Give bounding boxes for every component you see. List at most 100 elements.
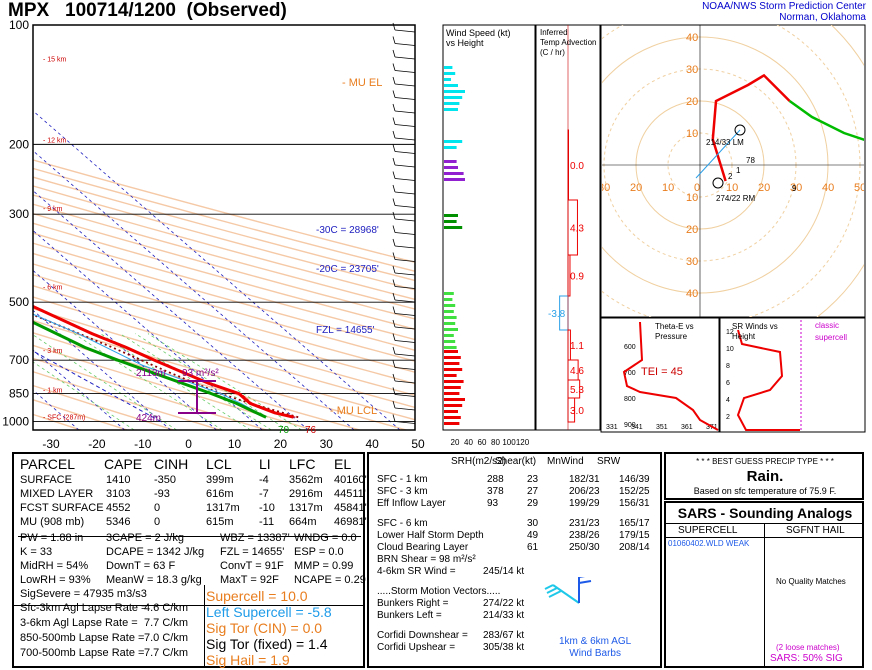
wind-speed-frame (442, 24, 536, 431)
isotherm (33, 309, 171, 430)
parcel-cell: -10 (259, 502, 275, 514)
dry-adiabat (33, 307, 415, 421)
hodograph-frame (600, 24, 866, 318)
hodo-ring-label: 40 (686, 32, 698, 44)
wind-barb (394, 191, 416, 195)
isotherm (33, 349, 126, 430)
theta-x-label: 331 (606, 424, 618, 431)
hodo-ring-label: 20 (686, 224, 698, 236)
kin-cell: 182/31 (569, 474, 600, 485)
theta-p-label: 900 (624, 422, 636, 429)
kin-cell: 49 (527, 530, 539, 541)
parcel-cell: 0 (154, 502, 161, 514)
motion-value: 214/33 kt (483, 610, 525, 621)
parcel-header: PARCEL (20, 456, 75, 472)
kin-cell: 61 (527, 542, 539, 553)
stat-cell: WBZ = 13387' (220, 532, 290, 544)
wind-speed-bar (444, 292, 454, 295)
sr46-label: 4-6km SR Wind = (377, 566, 456, 577)
advection-value: -3.8 (548, 309, 566, 320)
lapse-value: 7.7 C/km (144, 617, 189, 629)
hodo-x-label: 10 (662, 182, 674, 194)
hodo-srw-line (695, 129, 741, 179)
wind-speed-bar (444, 398, 465, 401)
composite-index: Left Supercell = -5.8 (206, 604, 332, 620)
kin-cell: 288 (487, 474, 504, 485)
wind-speed-bar (444, 334, 454, 337)
parcel-panel: PARCEL CAPE CINH LCL LI LFC EL SURFACE 1410 -350 3… (12, 452, 367, 668)
hodo-x-label: 20 (758, 182, 770, 194)
wind-speed-bar (444, 346, 457, 349)
wind-barb (394, 380, 416, 384)
dry-adiabat (33, 332, 360, 430)
theta-title: Theta-E vs Pressure (655, 322, 694, 341)
advection-bars: 0.0 4.3 0.9 -3.8 1.1 4.6 5.3 3.0 (548, 25, 584, 430)
dry-adiabat (33, 222, 415, 330)
wind-speed-bar (444, 178, 465, 181)
pressure-tick-label: 700 (9, 353, 29, 367)
sr-winds-frame (719, 317, 866, 433)
pressure-tick-label: 200 (9, 137, 29, 151)
composite-index: Sig Tor (CIN) = 0.0 (206, 620, 323, 636)
sars-noqual: No Quality Matches (776, 577, 846, 586)
kin-cell: 238/26 (569, 530, 600, 541)
wind-speed-bar (444, 316, 457, 319)
hodo-x-label: 30 (790, 182, 802, 194)
wind-barb-flag (392, 319, 396, 328)
stat-cell: WNDG = 0.0 (294, 532, 357, 544)
srw-h-label: 10 (726, 346, 734, 353)
hodo-ring-label: 10 (686, 192, 698, 204)
wind-barb (394, 272, 416, 276)
stat-cell: MidRH = 54% (20, 560, 89, 572)
wind-speed-bar (444, 404, 463, 407)
theta-e-frame (600, 317, 720, 433)
composite-index: Sig Tor (fixed) = 1.4 (206, 636, 328, 652)
temp-tick-label: -20 (88, 437, 106, 451)
theta-p-label: 800 (624, 396, 636, 403)
parcel-header: CAPE (104, 456, 143, 472)
parcel-cell: 399m (206, 474, 234, 486)
wind-barb (394, 205, 416, 208)
wind-speed-bar (444, 72, 456, 75)
hodo-point-label: 78 (746, 156, 755, 165)
wind-barb-flag (392, 144, 396, 152)
motion-label: Bunkers Right = (377, 598, 449, 609)
dry-adiabat (33, 296, 415, 409)
parcel-header: LFC (289, 456, 316, 472)
sr-winds-plot: 12 10 8 6 4 2 (726, 320, 802, 431)
sr46-value: 245/14 kt (483, 566, 525, 577)
wind-barb (394, 56, 416, 60)
hodo-point-label: 1 (736, 166, 741, 175)
dry-adiabat (33, 242, 415, 351)
parcel-cell: 45841' (334, 502, 367, 514)
org-line2: Norman, Oklahoma (779, 12, 866, 23)
parcel-cell: SURFACE (20, 474, 72, 486)
wind-axis-label: 20 (451, 438, 460, 447)
precip-header: * * * BEST GUESS PRECIP TYPE * * * (696, 457, 834, 466)
wind-barb (394, 367, 416, 370)
hodo-x-label: 50 (854, 182, 866, 194)
theta-x-label: 341 (631, 424, 643, 431)
hail-low-label: 424m (136, 413, 161, 424)
wind-barb (394, 232, 416, 235)
surface-temp-label: 76 (305, 425, 317, 436)
hodo-ring-label: 10 (686, 128, 698, 140)
barbs-label: 1km & 6km AGL Wind Barbs (559, 636, 632, 659)
wind-barb-flag (392, 346, 396, 355)
sigsevere-stat: SigSevere = 47935 m3/s3 (20, 588, 147, 600)
wind-barb-flag (392, 184, 396, 193)
hodo-x-label: 30 (598, 182, 610, 194)
wind-barb (394, 164, 416, 168)
temp-tick-label: 20 (274, 437, 288, 451)
parcel-header: LI (259, 456, 271, 472)
wind-speed-bar (444, 304, 456, 307)
skewt-frame (32, 24, 416, 431)
stat-cell: LowRH = 93% (20, 574, 91, 586)
hodo-x-label: 10 (726, 182, 738, 194)
wind-barb (394, 29, 416, 33)
kin-header: SRH(m2/s2) (451, 456, 507, 467)
wind-barb (394, 286, 416, 289)
dry-adiabat (33, 159, 415, 264)
